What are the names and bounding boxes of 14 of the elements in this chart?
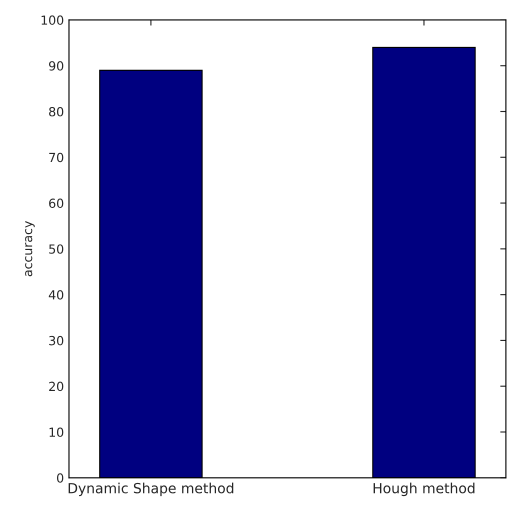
- y-tick-label: 10: [50, 427, 64, 437]
- y-tick-label: 20: [49, 382, 64, 392]
- y-tick-label: 80: [49, 106, 64, 116]
- y-tick-label: 60: [49, 198, 64, 208]
- x-tick-label: Dynamic Shape method: [68, 482, 234, 496]
- y-tick-label: 30: [49, 336, 64, 346]
- y-tick-label: 70: [49, 152, 64, 162]
- y-tick-label: 50: [49, 244, 64, 254]
- y-axis-title: accuracy: [25, 221, 35, 276]
- x-tick-label: Hough method: [374, 482, 474, 496]
- y-tick-label: 100: [42, 15, 64, 25]
- y-tick-label: 90: [49, 61, 64, 71]
- y-tick-label: 40: [48, 290, 64, 300]
- y-tick-label: 0: [56, 473, 64, 483]
